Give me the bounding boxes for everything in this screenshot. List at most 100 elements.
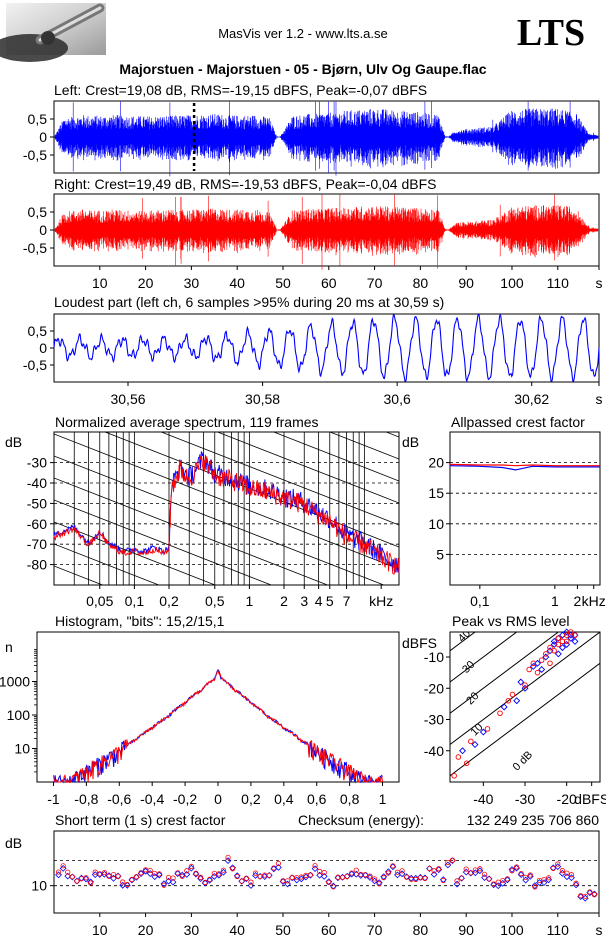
left-ytick-label: 0,5 [28,111,48,127]
right-waveform: 0,5 0 -0,5 10 20 30 40 50 60 70 80 90 100 110 s [23,194,603,291]
loudest-title: Loudest part (left ch, 6 samples >95% du… [54,294,444,310]
short-crest-title: Short term (1 s) crest factor [55,812,226,828]
short-crest-right-point [486,876,492,882]
short-crest-right-point [248,879,254,885]
short-crest-left-point [142,867,149,875]
peak-rms-left-point [554,650,562,658]
short-crest-right-point [371,876,378,882]
spectrum-panel: Normalized average spectrum, 119 frames … [5,414,400,745]
short-crest-xtick-label: 50 [275,922,291,938]
short-crest-left-point [558,869,566,877]
spectrum-ytick-label: -40 [27,475,47,491]
left-ytick-label: -0,5 [23,147,47,163]
short-crest-right-point [165,874,172,881]
short-crest-chart: 10 10 20 30 40 50 60 70 80 90 100 110 s [31,854,603,938]
short-crest-left-point [192,870,200,878]
histogram-ytick-label: 100 [7,707,31,723]
short-crest-right-point [422,875,428,882]
short-crest-right-point [129,876,135,883]
short-crest-right-point [239,878,245,884]
peak-rms-ytick-label: -10 [424,649,444,665]
short-crest-right-point [156,871,162,877]
short-crest-right-point [83,875,89,881]
short-crest-left-point [183,871,191,878]
short-crest-right-point [518,870,524,877]
spectrum-xtick-label: 5 [326,593,334,609]
short-crest-left-point [366,874,374,881]
short-crest-right-point [445,859,451,866]
short-crest-right-point [69,874,75,880]
spectrum-diagonals [54,432,399,745]
short-crest-left-point [572,881,580,889]
short-crest-right-point [591,892,598,898]
spectrum-xtick-label: 0,05 [86,593,113,609]
short-crest-left-point [375,879,383,887]
histogram-xtick-label: -0,8 [74,791,98,807]
short-crest-right-point [587,889,593,895]
spectrum-chart: -30 -40 -50 -60 -70 -80 0,05 0,1 0,2 0,5 1 2 3 4 5 7 kHz [27,432,400,745]
allpass-xtick-label: kHz [582,593,606,609]
short-crest-right-point [170,875,176,881]
short-crest-left-point [297,875,305,883]
short-crest-xtick-label: 110 [547,922,570,938]
peak-rms-right-point [572,632,578,638]
short-crest-left-point [82,875,90,883]
peak-rms-crest-line [450,662,600,777]
short-crest-right-point [440,877,446,883]
left-waveform: 0,5 0 -0,5 [23,101,599,177]
peak-rms-ylabel: dBFS [402,635,437,651]
short-crest-left-point [160,880,168,888]
right-xtick-label: 20 [138,275,154,291]
short-crest-right-point [536,877,543,884]
short-crest-right-point [216,871,222,877]
peak-rms-right-point [534,669,541,676]
right-xtick-label: 100 [500,275,524,291]
peak-rms-left-point [517,678,525,686]
short-crest-right-point [110,871,117,878]
short-crest-right-point [367,873,373,879]
short-crest-right-point [477,866,483,872]
short-crest-left-point [384,868,392,876]
short-crest-right-point [133,874,140,880]
short-crest-left-point [504,876,511,884]
short-crest-left-point [275,864,282,871]
short-crest-left-point [316,871,324,879]
peak-rms-left-point [550,637,558,645]
short-crest-left-point [233,872,241,880]
short-crest-right-point [55,869,62,875]
spectrum-diag-line [328,432,399,460]
spectrum-diag-line [160,432,399,526]
short-crest-plot-frame [53,830,600,914]
peak-rms-left-point [459,747,467,755]
loudest-trace [53,313,600,383]
right-xtick-label: 70 [367,275,383,291]
short-crest-right-point [413,876,419,882]
app-version: MasVis ver 1.2 - www.lts.a.se [218,26,388,41]
spectrum-diag-line [54,610,399,745]
short-crest-left-point [59,865,67,872]
spectrum-xtick-label: 0,1 [125,593,145,609]
short-crest-right-point [106,873,112,879]
peak-rms-left-point [559,644,566,652]
short-crest-right-point [491,881,497,887]
spectrum-diag-line [54,455,385,585]
short-crest-left-point [178,871,186,879]
short-crest-right-point [275,860,282,867]
peak-rms-ytick-label: -20 [424,680,444,696]
short-crest-right-point [459,875,465,881]
peak-rms-right-point [484,726,491,732]
short-crest-right-point [115,873,121,879]
short-crest-right-point [321,869,327,876]
short-crest-right-point [573,880,579,886]
histogram-chart: 1000 100 10 -1 -0,8 -0,6 -0,4 -0,2 0 0,2 0,4 0,6 0,8… [0,649,387,807]
histogram-xtick-label: -0,2 [173,791,197,807]
histogram-right-trace [53,668,383,784]
peak-rms-right-point [522,682,528,688]
short-crest-right-point [394,869,401,875]
short-crest-right-point [120,879,126,885]
histogram-xtick-label: -1 [47,791,60,807]
right-xtick-label: 90 [458,275,474,291]
left-ytick-label: 0 [39,129,47,145]
